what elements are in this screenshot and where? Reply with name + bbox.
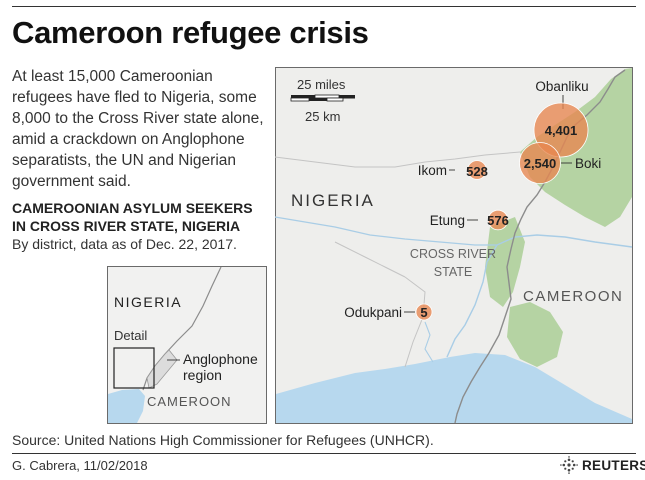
inset-cameroon-label: CAMEROON <box>147 394 232 409</box>
inset-detail-label: Detail <box>114 328 147 343</box>
intro-text: At least 15,000 Cameroonian refugees hav… <box>12 68 264 190</box>
sea <box>276 353 632 423</box>
scale-bar: 25 miles 25 km <box>290 77 355 124</box>
value-label-boki: 2,540 <box>524 156 557 171</box>
bubble-odukpani <box>415 303 433 321</box>
bubble-boki <box>519 142 561 184</box>
cross-river-state-label: CROSS RIVER <box>410 247 496 261</box>
anglophone-region-label: Anglophone <box>183 351 258 367</box>
scale-miles-label: 25 miles <box>297 77 346 92</box>
state-border <box>334 241 406 278</box>
brand-name: REUTERS <box>582 457 645 473</box>
credit: G. Cabrera, 11/02/2018 <box>12 458 148 473</box>
value-label-odukpani: 5 <box>420 305 427 320</box>
source-note: Source: United Nations High Commissioner… <box>12 432 434 448</box>
page-title: Cameroon refugee crisis <box>12 15 369 50</box>
detail-box <box>113 347 155 389</box>
cross-river-state-label-line2: STATE <box>434 265 472 279</box>
inset-nigeria-label: NIGERIA <box>114 294 182 310</box>
main-map: 25 miles 25 km NIGERIA CAMEROON CROSS RI… <box>275 67 633 424</box>
chart-note: By district, data as of Dec. 22, 2017. <box>12 236 237 252</box>
value-label-ikom: 528 <box>466 164 488 179</box>
bubble-etung <box>487 209 509 231</box>
inset-map: NIGERIA Detail Anglophone region CAMEROO… <box>107 266 267 424</box>
district-label-etung: Etung <box>430 213 465 228</box>
brand-logo: REUTERS <box>560 455 645 475</box>
chart-title: CAMEROONIAN ASYLUM SEEKERS IN CROSS RIVE… <box>12 200 253 234</box>
river-cross <box>446 234 633 358</box>
value-label-obanliku: 4,401 <box>545 123 578 138</box>
bubble-layer <box>415 102 589 321</box>
state-border <box>275 151 521 168</box>
district-label-boki: Boki <box>575 156 601 171</box>
reuters-logo-icon <box>560 456 578 474</box>
district-label-odukpani: Odukpani <box>344 305 402 320</box>
river-cross <box>275 216 497 246</box>
bottom-rule <box>12 453 636 454</box>
top-rule <box>12 6 636 7</box>
highlands <box>485 217 525 307</box>
scale-km-label: 25 km <box>305 109 340 124</box>
bubble-ikom <box>467 160 487 180</box>
sea <box>108 389 145 423</box>
river-cross <box>424 321 434 363</box>
cameroon-label: CAMEROON <box>523 288 623 305</box>
international-border <box>454 69 626 424</box>
anglophone-region-label-line2: region <box>183 367 222 383</box>
value-label-etung: 576 <box>487 213 509 228</box>
district-label-ikom: Ikom <box>418 163 447 178</box>
district-label-obanliku: Obanliku <box>535 79 588 94</box>
nigeria-label: NIGERIA <box>291 191 375 210</box>
highlands <box>507 302 563 367</box>
